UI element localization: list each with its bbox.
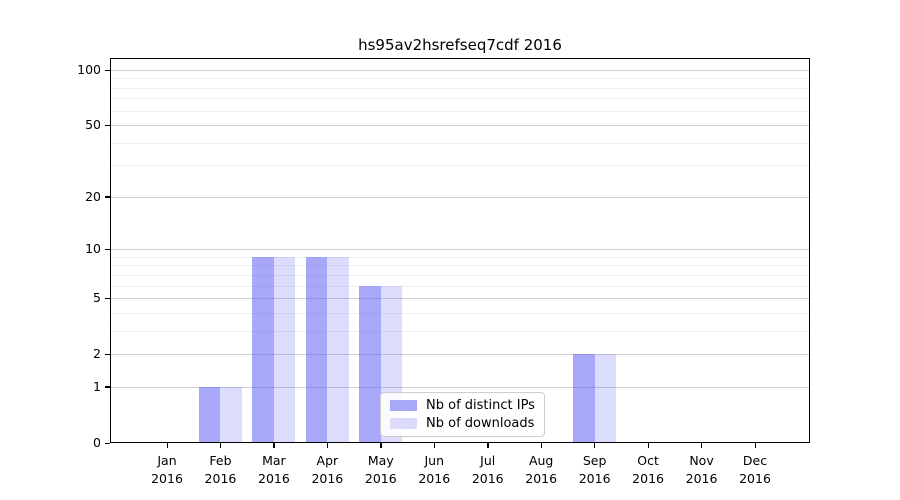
x-tick-label: Dec 2016 — [725, 452, 785, 488]
legend-label-distinct-ips: Nb of distinct IPs — [426, 397, 535, 413]
x-tick-label: May 2016 — [351, 452, 411, 488]
x-tick-year: 2016 — [632, 471, 664, 487]
y-tick-label: 10 — [85, 241, 101, 257]
chart-title: hs95av2hsrefseq7cdf 2016 — [358, 36, 562, 54]
minor-gridline — [110, 275, 810, 276]
minor-gridline — [110, 257, 810, 258]
legend-item-downloads: Nb of downloads — [390, 416, 535, 431]
bar-nb-of-distinct-ips-apr — [305, 256, 328, 443]
x-tick-mark — [219, 443, 222, 448]
x-tick-mark — [273, 443, 275, 448]
x-tick-year: 2016 — [151, 471, 183, 487]
x-tick-mark — [380, 443, 382, 448]
y-tick-label: 1 — [93, 378, 101, 394]
major-gridline — [110, 197, 810, 198]
major-gridline — [110, 125, 810, 126]
y-tick-mark — [105, 442, 110, 444]
y-tick-label: 5 — [93, 290, 101, 306]
minor-gridline — [110, 98, 810, 99]
bar-nb-of-distinct-ips-sep — [573, 354, 595, 443]
x-tick-label: Sep 2016 — [565, 452, 625, 488]
x-tick-mark — [647, 443, 649, 448]
x-tick-mark — [326, 443, 329, 448]
x-tick-year: 2016 — [578, 471, 611, 487]
legend-swatch-distinct-ips — [390, 399, 417, 411]
minor-gridline — [110, 313, 810, 314]
y-tick-label: 100 — [77, 62, 101, 77]
y-tick-mark — [105, 353, 110, 355]
x-tick-label: Oct 2016 — [618, 452, 678, 488]
y-tick-mark — [105, 124, 110, 127]
bar-nb-of-downloads-feb — [220, 386, 242, 443]
major-gridline — [110, 70, 810, 71]
bar-nb-of-downloads-sep — [594, 354, 617, 443]
y-tick-label: 20 — [85, 188, 101, 204]
x-tick-label: Jan 2016 — [137, 452, 197, 488]
y-tick-label: 2 — [93, 346, 101, 362]
bar-nb-of-downloads-apr — [327, 256, 349, 443]
x-tick-year: 2016 — [364, 471, 397, 487]
minor-gridline — [110, 111, 810, 112]
bar-nb-of-downloads-mar — [273, 256, 296, 443]
y-tick-mark — [105, 196, 110, 198]
x-tick-label: Feb 2016 — [190, 452, 250, 488]
x-tick-year: 2016 — [471, 471, 504, 487]
major-gridline — [110, 298, 810, 299]
major-gridline — [110, 354, 810, 355]
legend: Nb of distinct IPs Nb of downloads — [380, 392, 545, 437]
legend-swatch-downloads — [390, 418, 417, 430]
x-tick-label: Jun 2016 — [404, 452, 464, 488]
major-gridline — [110, 387, 810, 388]
x-tick-mark — [701, 443, 703, 448]
minor-gridline — [110, 88, 810, 89]
bar-nb-of-distinct-ips-mar — [252, 256, 274, 443]
x-tick-label: Nov 2016 — [672, 452, 732, 488]
y-tick-mark — [105, 297, 110, 299]
x-tick-mark — [540, 443, 542, 448]
minor-gridline — [110, 143, 810, 144]
x-tick-year: 2016 — [311, 471, 344, 487]
x-tick-year: 2016 — [204, 471, 237, 487]
x-tick-mark — [166, 443, 168, 448]
minor-gridline — [110, 286, 810, 287]
legend-label-downloads: Nb of downloads — [426, 416, 535, 432]
x-tick-label: Aug 2016 — [511, 452, 571, 488]
x-tick-label: Apr 2016 — [297, 452, 357, 488]
x-tick-mark — [754, 443, 756, 448]
x-tick-year: 2016 — [418, 471, 451, 487]
minor-gridline — [110, 78, 810, 79]
minor-gridline — [110, 165, 810, 166]
x-tick-mark — [594, 443, 596, 448]
bar-nb-of-distinct-ips-feb — [198, 386, 221, 443]
y-tick-label: 50 — [85, 117, 101, 133]
plot-area — [110, 58, 810, 443]
y-tick-mark — [105, 386, 110, 388]
major-gridline — [110, 249, 810, 250]
legend-item-distinct-ips: Nb of distinct IPs — [390, 398, 535, 413]
x-tick-year: 2016 — [525, 471, 558, 487]
x-tick-year: 2016 — [258, 471, 290, 487]
x-tick-mark — [487, 443, 489, 448]
x-tick-label: Jul 2016 — [458, 452, 518, 488]
minor-gridline — [110, 265, 810, 266]
x-tick-mark — [433, 443, 436, 448]
x-tick-year: 2016 — [685, 471, 718, 487]
minor-gridline — [110, 331, 810, 332]
bar-nb-of-distinct-ips-may — [359, 285, 381, 443]
y-tick-label: 0 — [93, 435, 101, 450]
x-tick-label: Mar 2016 — [244, 452, 304, 488]
y-tick-mark — [105, 248, 110, 250]
y-tick-mark — [105, 69, 110, 71]
x-tick-year: 2016 — [739, 471, 771, 487]
